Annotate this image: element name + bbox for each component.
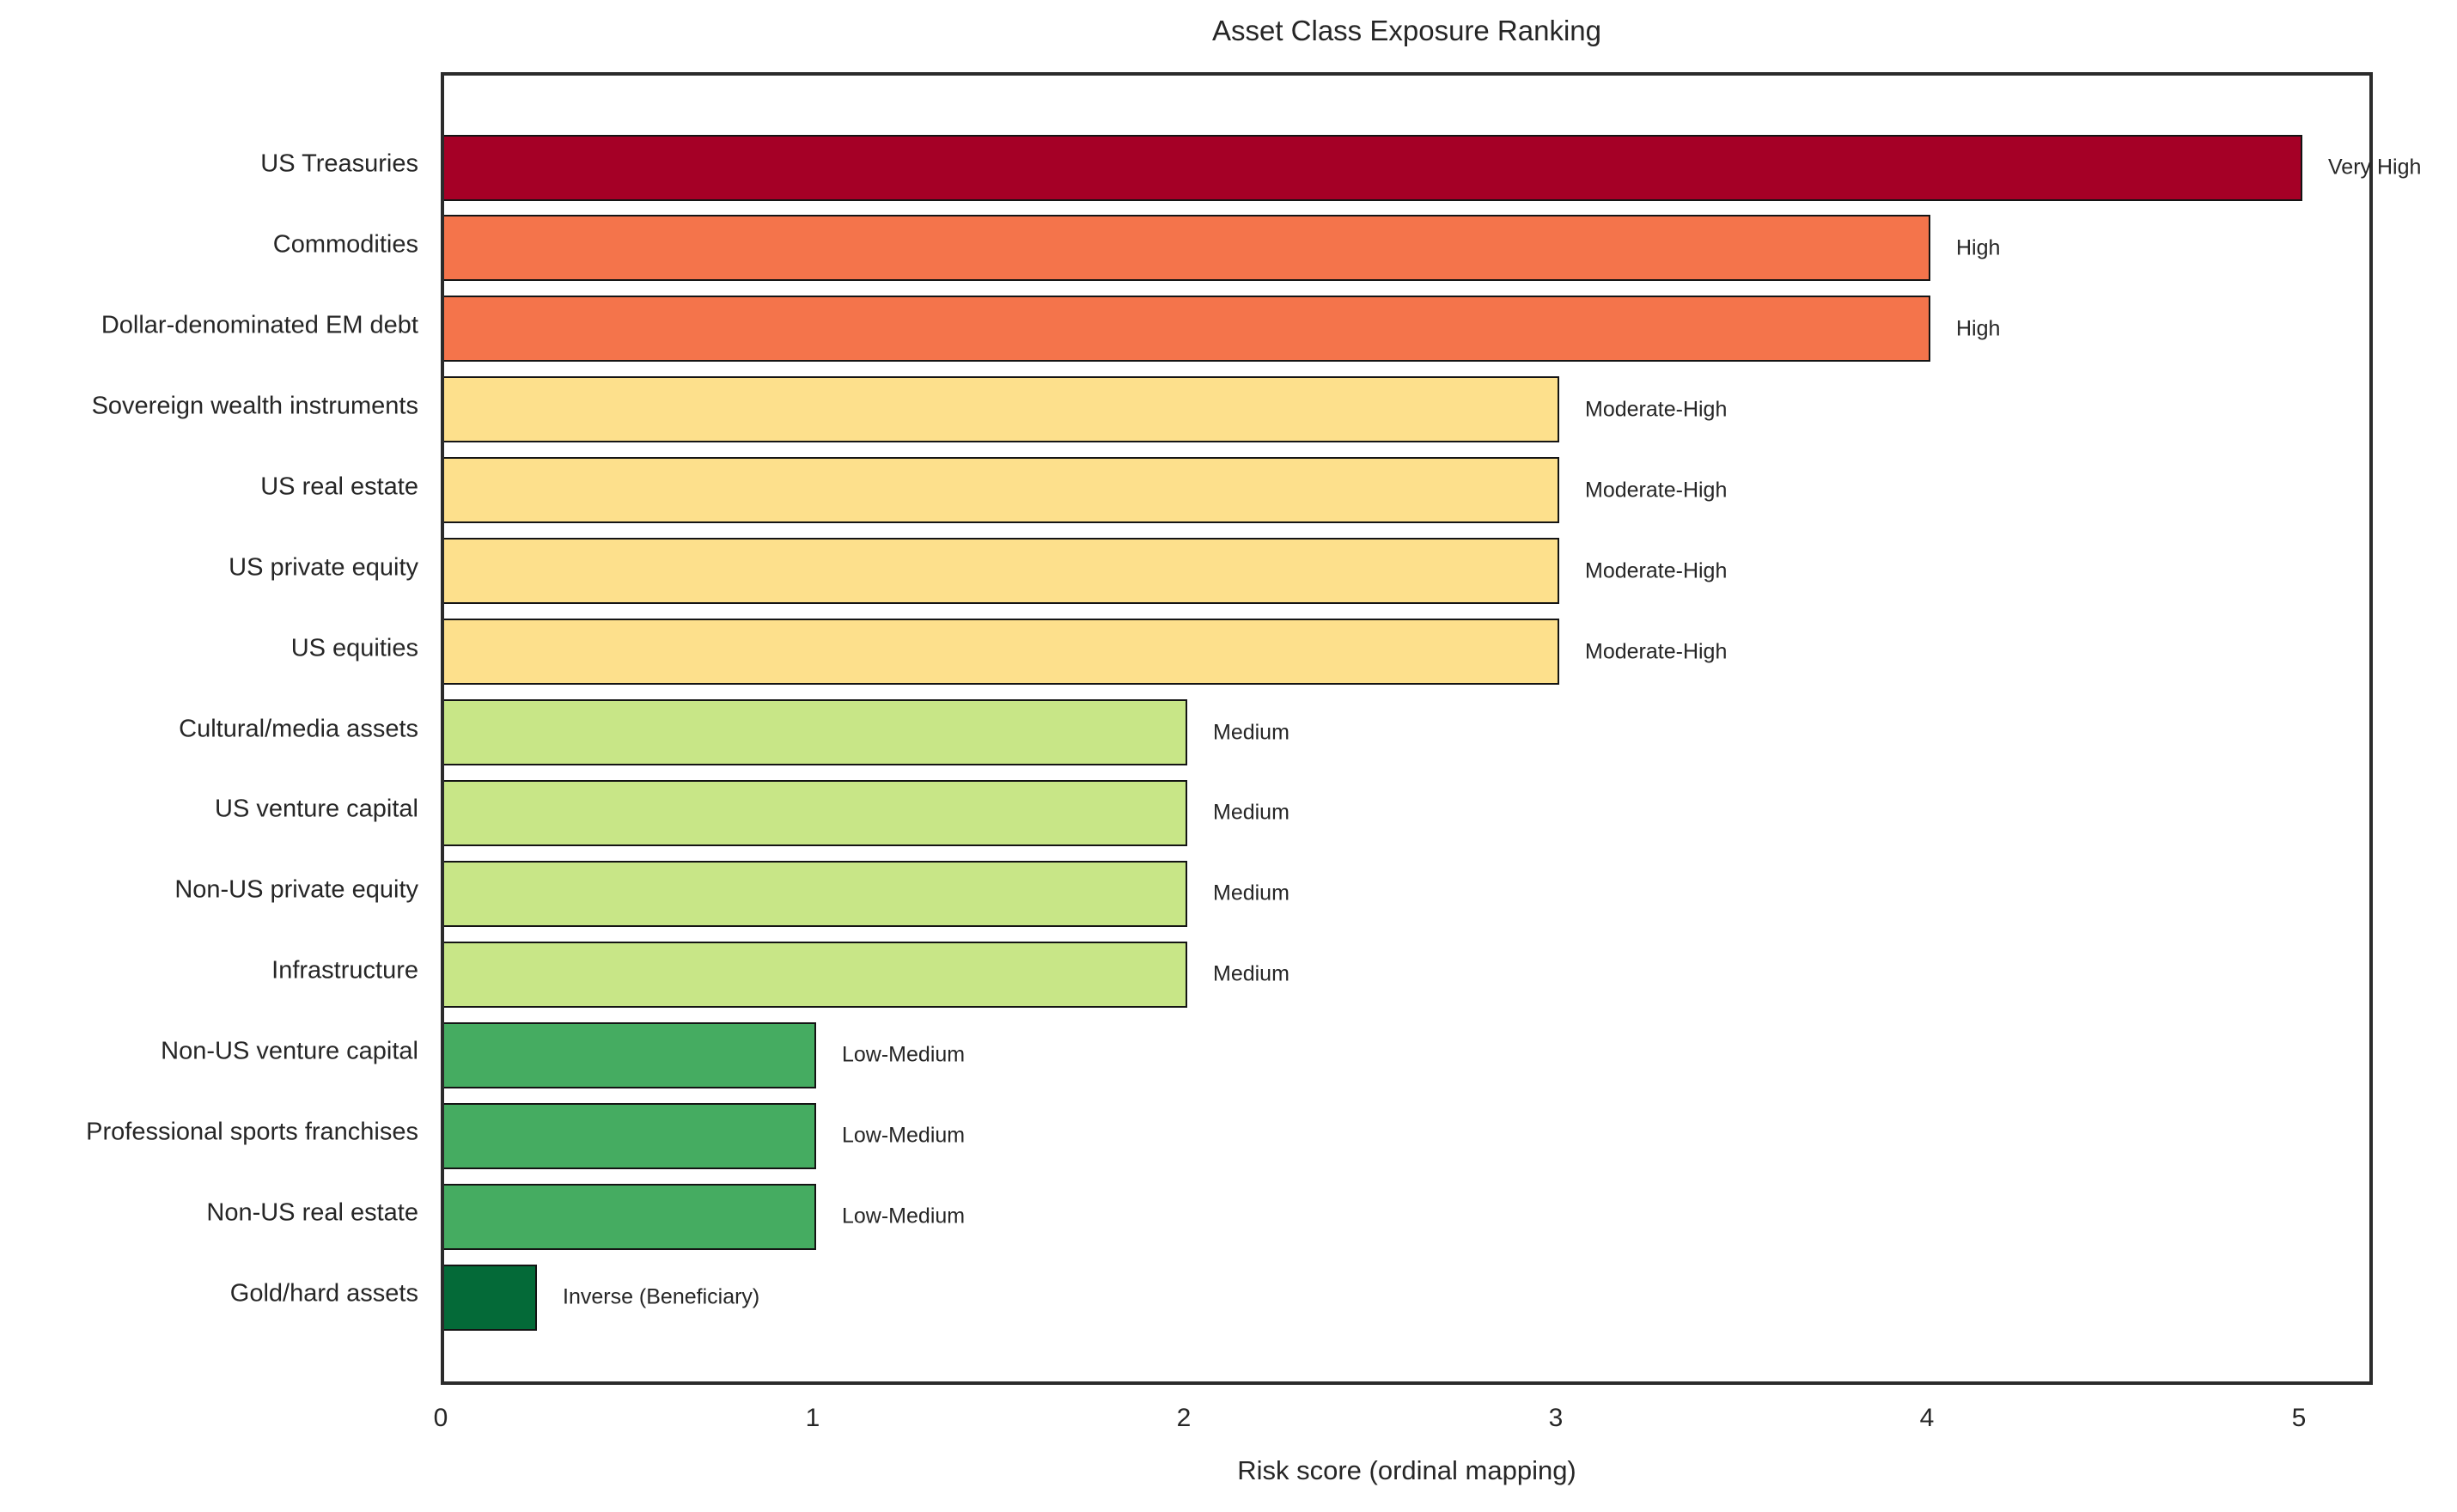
category-label: Cultural/media assets bbox=[179, 715, 418, 743]
x-tick-label: 1 bbox=[805, 1404, 820, 1432]
category-label: Non-US venture capital bbox=[161, 1037, 418, 1065]
category-label: US Treasuries bbox=[260, 149, 418, 178]
bar-annotation: Moderate-High bbox=[1585, 558, 1728, 583]
category-label: US private equity bbox=[229, 553, 418, 582]
bar-annotation: Medium bbox=[1213, 800, 1289, 825]
bar-annotation: Medium bbox=[1213, 961, 1289, 986]
bar bbox=[444, 699, 1187, 765]
bar-annotation: Low-Medium bbox=[842, 1042, 966, 1067]
category-label: US real estate bbox=[260, 472, 418, 501]
category-label: Gold/hard assets bbox=[229, 1279, 418, 1308]
category-label: US venture capital bbox=[215, 795, 418, 823]
bar bbox=[444, 538, 1559, 604]
bar-annotation: Low-Medium bbox=[842, 1204, 966, 1228]
bar-annotation: Inverse (Beneficiary) bbox=[563, 1284, 760, 1309]
category-label: Commodities bbox=[272, 230, 418, 259]
x-tick-label: 0 bbox=[433, 1404, 448, 1432]
x-axis-label: Risk score (ordinal mapping) bbox=[1237, 1455, 1576, 1485]
category-label: Sovereign wealth instruments bbox=[91, 392, 418, 420]
bar bbox=[444, 1103, 816, 1169]
bar bbox=[444, 215, 1930, 281]
bar bbox=[444, 619, 1559, 685]
bar bbox=[444, 1265, 537, 1331]
chart-title: Asset Class Exposure Ranking bbox=[1211, 15, 1602, 46]
x-tick-label: 3 bbox=[1548, 1404, 1564, 1432]
bar-annotation: Moderate-High bbox=[1585, 478, 1728, 503]
category-label: Non-US private equity bbox=[174, 875, 418, 904]
bar-annotation: High bbox=[1956, 235, 2001, 260]
bar bbox=[444, 296, 1930, 362]
bar bbox=[444, 942, 1187, 1008]
bar bbox=[444, 1022, 816, 1088]
x-tick-label: 4 bbox=[1919, 1404, 1935, 1432]
bar bbox=[444, 1184, 816, 1250]
bar-annotation: Moderate-High bbox=[1585, 397, 1728, 422]
category-label: Infrastructure bbox=[271, 956, 418, 985]
category-label: Professional sports franchises bbox=[86, 1118, 418, 1146]
bar bbox=[444, 457, 1559, 523]
bar bbox=[444, 861, 1187, 927]
x-tick-label: 2 bbox=[1176, 1404, 1192, 1432]
x-tick-label: 5 bbox=[2291, 1404, 2307, 1432]
bar-annotation: Very High bbox=[2328, 155, 2422, 180]
plot-area: Very High High High Moderate-High Moderate-H… bbox=[441, 72, 2421, 1385]
bar bbox=[444, 780, 1187, 846]
category-label: US equities bbox=[290, 634, 418, 662]
category-label: Dollar-denominated EM debt bbox=[101, 311, 418, 339]
bar-annotation: Moderate-High bbox=[1585, 639, 1728, 664]
bar-annotation: Low-Medium bbox=[842, 1123, 966, 1148]
bar-annotation: High bbox=[1956, 316, 2001, 341]
bar-annotation: Medium bbox=[1213, 720, 1289, 745]
category-label: Non-US real estate bbox=[206, 1198, 418, 1227]
bar bbox=[444, 135, 2302, 201]
bar-annotation: Medium bbox=[1213, 881, 1289, 905]
bar bbox=[444, 376, 1559, 442]
